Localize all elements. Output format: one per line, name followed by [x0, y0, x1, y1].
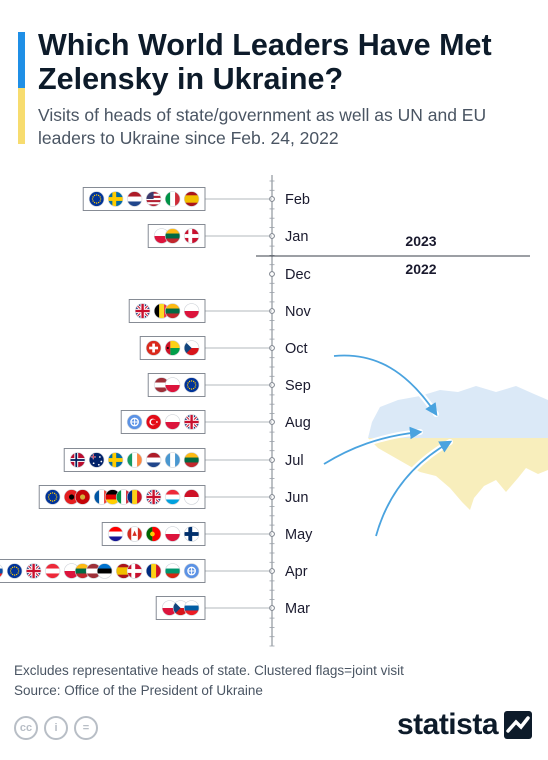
flag-romania-icon [145, 563, 162, 579]
month-label-dec: Dec [285, 267, 311, 283]
flag-uk-icon [134, 303, 151, 319]
visit-row-feb [82, 187, 272, 211]
flag-albania-icon [63, 489, 80, 505]
flag-australia-icon [88, 452, 105, 468]
visit-row-aug [120, 410, 272, 434]
visit-row-apr [0, 559, 272, 583]
flag-eu-icon [44, 489, 61, 505]
flag-canada-icon [126, 526, 143, 542]
month-label-feb: Feb [285, 192, 310, 208]
visit-row-nov [128, 299, 272, 323]
cc-icon: cc [14, 716, 38, 740]
noderivs-icon: = [74, 716, 98, 740]
arrow-3 [375, 440, 453, 537]
visit-row-sep [147, 373, 272, 397]
flag-poland-icon [164, 414, 181, 430]
month-label-may: May [285, 527, 313, 543]
footnote: Excludes representative heads of state. … [14, 663, 404, 678]
month-label-oct: Oct [285, 341, 308, 357]
footer-notes: Excludes representative heads of state. … [14, 661, 404, 701]
flag-lithuania-icon [164, 228, 181, 244]
flag-usa-icon [145, 191, 162, 207]
flag-eu-icon [183, 377, 200, 393]
flag-italy-icon [164, 191, 181, 207]
flag-norway-icon [69, 452, 86, 468]
map-north-region [368, 386, 548, 438]
flag-poland-icon [164, 526, 181, 542]
year-label-2022: 2022 [405, 261, 436, 277]
title-accent-bar [18, 32, 25, 144]
visit-row-oct [139, 336, 272, 360]
flag-switzerland-icon [145, 340, 162, 356]
attribution-icon: i [44, 716, 68, 740]
flag-denmark-icon [183, 228, 200, 244]
visit-row-may [101, 522, 272, 546]
statista-logo: statista [397, 708, 532, 742]
flag-estonia-icon [96, 563, 113, 579]
flag-box [120, 410, 206, 434]
flag-croatia-icon [107, 526, 124, 542]
flag-luxembourg-icon [164, 489, 181, 505]
month-label-apr: Apr [285, 564, 308, 580]
flag-sweden-icon [107, 191, 124, 207]
flag-slovenia-icon [183, 600, 200, 616]
flag-spain-icon [183, 191, 200, 207]
flag-ireland-icon [126, 452, 143, 468]
map-south-region [368, 438, 548, 510]
flag-czechia-icon [183, 340, 200, 356]
month-label-jul: Jul [285, 453, 304, 469]
flag-lithuania-icon [164, 303, 181, 319]
year-label-2023: 2023 [405, 233, 436, 249]
flag-slovakia-icon [0, 563, 4, 579]
month-label-sep: Sep [285, 378, 311, 394]
visit-row-jul [63, 448, 272, 472]
arrows-group [321, 352, 453, 539]
source-note: Source: Office of the President of Ukrai… [14, 683, 263, 698]
flag-lithuania-icon [183, 452, 200, 468]
timeline-chart: 2023 2022 Feb Jan Dec Nov Oct Sep Aug Jul Jun May Ap… [0, 175, 548, 647]
flag-uk-icon [183, 414, 200, 430]
month-dot [269, 271, 275, 277]
flag-indonesia-icon [183, 489, 200, 505]
month-label-mar: Mar [285, 601, 310, 617]
flag-uk-icon [25, 563, 42, 579]
flag-guinea-bissau-icon [164, 340, 181, 356]
flag-eu-icon [6, 563, 23, 579]
flag-romania-icon [126, 489, 143, 505]
flag-sweden-icon [107, 452, 124, 468]
flag-netherlands-icon [126, 191, 143, 207]
flag-austria-icon [44, 563, 61, 579]
flag-denmark-icon [126, 563, 143, 579]
flag-poland-icon [164, 377, 181, 393]
arrow-2 [323, 426, 423, 465]
arrow-1 [333, 354, 438, 417]
flag-bulgaria-icon [164, 563, 181, 579]
accent-yellow-segment [18, 88, 25, 144]
flag-montenegro-icon [74, 489, 91, 505]
flag-un-icon [183, 563, 200, 579]
statista-mark-icon [504, 711, 532, 739]
flag-finland-icon [183, 526, 200, 542]
license-icons: cc i = [14, 716, 98, 740]
flag-netherlands-icon [145, 452, 162, 468]
flag-eu-icon [88, 191, 105, 207]
page-title: Which World Leaders Have Met Zelensky in… [38, 28, 492, 96]
month-label-jan: Jan [285, 229, 308, 245]
flag-un-icon [126, 414, 143, 430]
flag-guatemala-icon [164, 452, 181, 468]
month-label-aug: Aug [285, 415, 311, 431]
accent-blue-segment [18, 32, 25, 88]
flag-portugal-icon [145, 526, 162, 542]
page-subtitle: Visits of heads of state/government as w… [38, 105, 487, 148]
brand-name: statista [396, 708, 499, 741]
flag-poland-icon [183, 303, 200, 319]
month-label-jun: Jun [285, 490, 308, 506]
timeline-group: 2023 2022 Feb Jan Dec Nov Oct Sep Aug Jul Jun May Ap… [0, 175, 530, 647]
flag-uk-icon [145, 489, 162, 505]
flag-turkey-icon [145, 414, 162, 430]
month-label-nov: Nov [285, 304, 312, 320]
visit-row-mar [155, 596, 272, 620]
visit-row-jun [38, 485, 272, 509]
visit-row-jan [147, 224, 272, 248]
